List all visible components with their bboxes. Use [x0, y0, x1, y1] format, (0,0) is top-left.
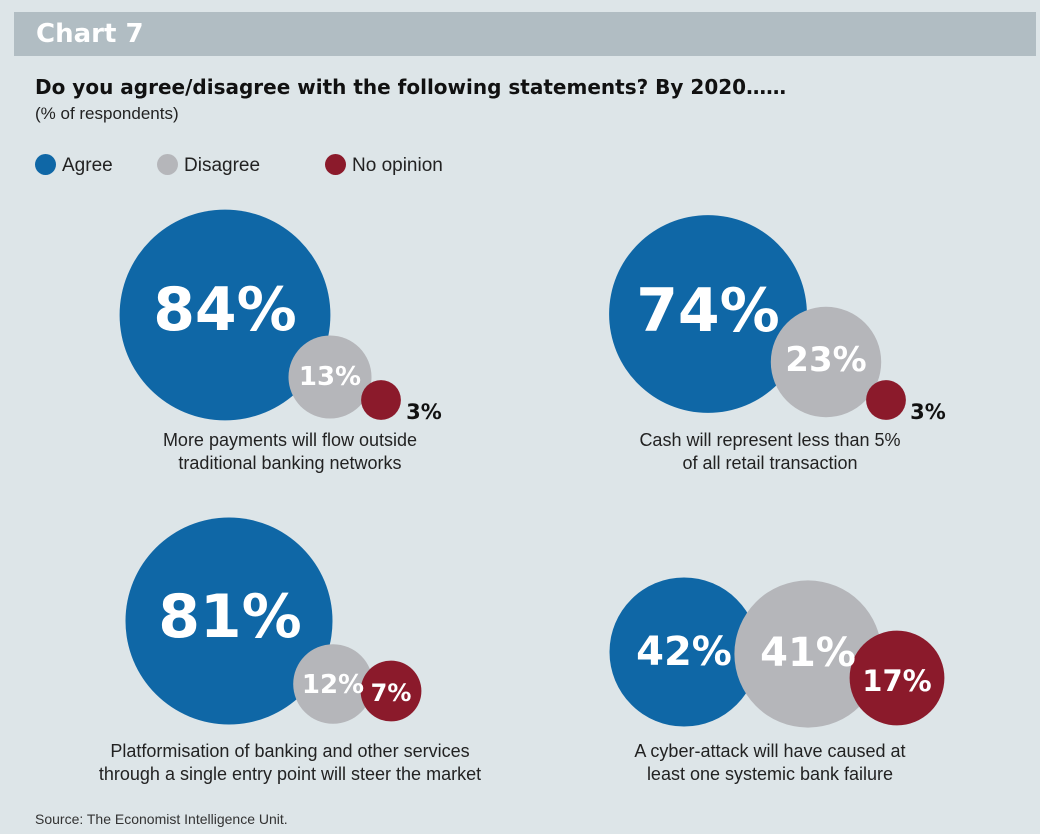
bubble-disagree [293, 644, 373, 724]
statement-group-1: 84%13% 3% [119, 209, 442, 424]
statement-caption-4: A cyber-attack will have caused at least… [520, 740, 1020, 786]
source-note: Source: The Economist Intelligence Unit. [35, 811, 288, 827]
legend-item-no-opinion: No opinion [325, 154, 443, 178]
data-label-disagree: 13% [299, 362, 361, 392]
data-label-no-opinion: 7% [371, 679, 412, 707]
bubble-disagree [770, 306, 882, 418]
bubble-no-opinion [361, 380, 401, 420]
chart-number-label: Chart 7 [36, 19, 144, 49]
data-label-agree: 42% [636, 629, 732, 675]
statement-line: More payments will flow outside [162, 430, 418, 450]
bubble-agree [609, 215, 807, 413]
chart-title: Do you agree/disagree with the following… [35, 75, 787, 99]
bubble-no-opinion [866, 380, 906, 420]
data-label-no-opinion: 3% [406, 400, 442, 424]
legend-item-agree: Agree [35, 154, 113, 178]
statement-group-4: 42% 41%17% [609, 577, 945, 728]
statement-group-2: 74%23% 3% [609, 215, 946, 424]
statement-line: through a single entry point will steer … [98, 764, 482, 784]
statement-line: of all retail transaction [682, 453, 858, 473]
data-label-no-opinion: 17% [862, 664, 931, 698]
legend-item-disagree: Disagree [157, 154, 260, 178]
statement-caption-3: Platformisation of banking and other ser… [20, 740, 560, 786]
bubble-agree [125, 517, 333, 725]
bubble-disagree [288, 335, 372, 419]
legend-label-no-opinion: No opinion [352, 155, 443, 176]
statement-line: Cash will represent less than 5% [639, 430, 901, 450]
statement-caption-1: More payments will flow outside traditio… [40, 429, 540, 475]
bubble-no-opinion [849, 630, 945, 726]
chart-number-bar: Chart 7 [14, 12, 1036, 56]
legend-label-disagree: Disagree [184, 155, 261, 176]
statement-line: least one systemic bank failure [646, 764, 894, 784]
data-label-no-opinion: 3% [910, 400, 946, 424]
statement-caption-2: Cash will represent less than 5% of all … [520, 429, 1020, 475]
statement-group-3: 81%12% 7% [125, 517, 422, 725]
statement-line: traditional banking networks [178, 453, 402, 473]
legend-swatch-disagree [157, 154, 178, 175]
legend-label-agree: Agree [62, 155, 113, 176]
data-label-disagree: 12% [302, 670, 364, 700]
legend-swatch-no-opinion [325, 154, 346, 175]
statement-line: A cyber-attack will have caused at [634, 741, 906, 761]
data-label-agree: 74% [636, 276, 780, 346]
statement-line: Platformisation of banking and other ser… [110, 741, 470, 761]
bubble-agree [609, 577, 759, 727]
bubble-disagree [734, 580, 882, 728]
bubble-no-opinion [360, 660, 422, 722]
bubble-agree [119, 209, 331, 421]
data-label-disagree: 23% [785, 340, 866, 380]
chart-subtitle: (% of respondents) [35, 104, 179, 123]
data-label-agree: 84% [153, 275, 297, 345]
data-label-disagree: 41% [760, 630, 856, 676]
legend-swatch-agree [35, 154, 56, 175]
data-label-agree: 81% [158, 582, 302, 652]
